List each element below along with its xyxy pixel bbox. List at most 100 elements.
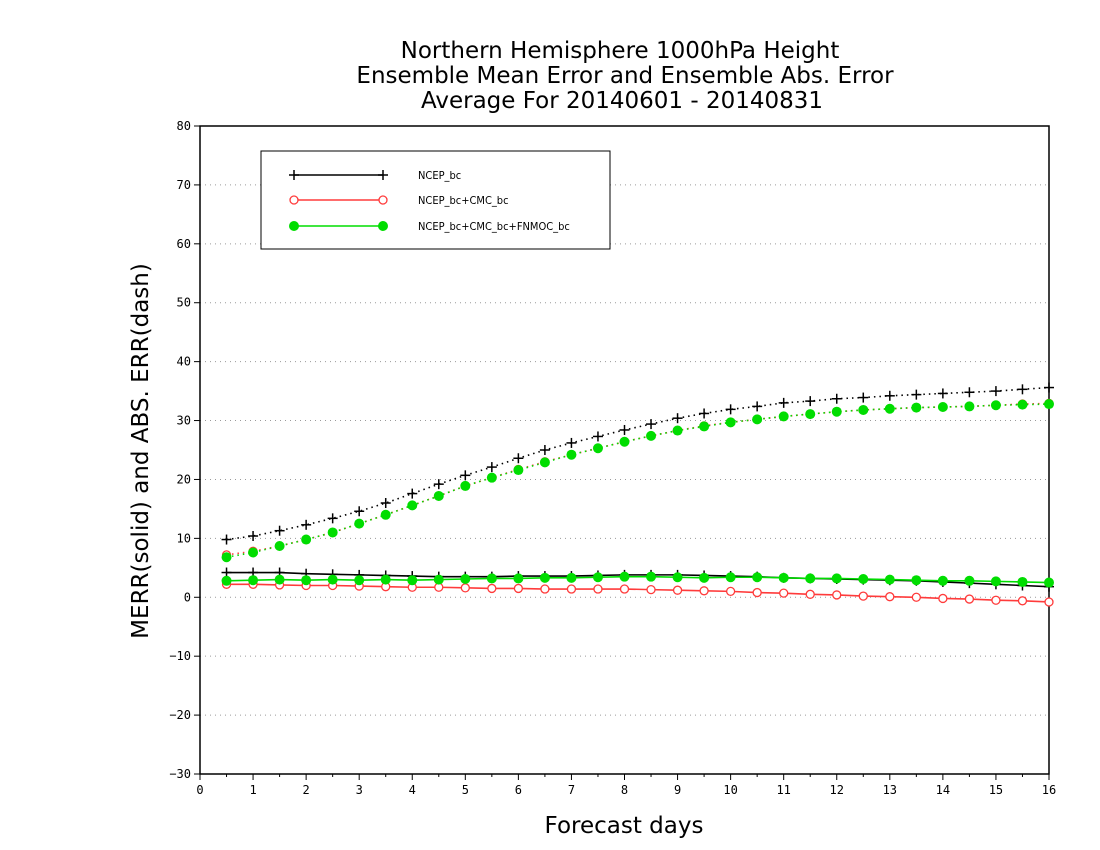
abs-err-point [672, 413, 683, 424]
merr-point [327, 574, 338, 585]
abs-err-point [805, 409, 816, 420]
merr-point [274, 574, 285, 585]
abs-err-point [407, 500, 418, 511]
y-tick-label: 0 [184, 590, 191, 604]
abs-err-point [433, 479, 444, 490]
legend-item-1: NCEP_bc+CMC_bc [289, 194, 509, 207]
x-tick-label: 9 [674, 783, 681, 797]
merr-point [805, 589, 815, 599]
abs-err-point [354, 518, 365, 529]
merr-point [884, 574, 895, 585]
abs-err-point [911, 389, 922, 400]
title-line-3: Average For 20140601 - 20140831 [421, 88, 823, 114]
abs-err-point [274, 525, 285, 536]
x-tick-label: 6 [515, 783, 522, 797]
legend-marker [378, 170, 388, 180]
abs-err-point [301, 534, 312, 545]
abs-err-point [699, 421, 710, 432]
merr-point [486, 573, 497, 584]
legend-item-0: NCEP_bc [289, 169, 461, 182]
series-0 [221, 382, 1054, 592]
x-tick-label: 7 [568, 783, 575, 797]
merr-point [248, 575, 259, 586]
merr-point [221, 575, 232, 586]
merr-point [593, 584, 603, 594]
x-tick-label: 13 [883, 783, 897, 797]
x-tick-label: 5 [462, 783, 469, 797]
abs-err-point [672, 425, 683, 436]
legend-marker [378, 221, 388, 231]
abs-err-point [407, 488, 418, 499]
merr-point [699, 572, 710, 583]
y-tick-label: −30 [169, 767, 191, 781]
x-tick-label: 4 [409, 783, 416, 797]
legend-marker [289, 170, 299, 180]
abs-err-point [884, 390, 895, 401]
merr-point [990, 576, 1001, 587]
merr-point [354, 575, 365, 586]
y-tick-label: 60 [177, 237, 191, 251]
x-tick-label: 8 [621, 783, 628, 797]
merr-point [460, 583, 470, 593]
merr-point [779, 588, 789, 598]
merr-point [487, 583, 497, 594]
abs-err-point [725, 417, 736, 428]
merr-point [805, 573, 816, 584]
abs-err-point [354, 506, 365, 517]
merr-point [858, 574, 869, 585]
legend-item-2: NCEP_bc+CMC_bc+FNMOC_bc [289, 220, 570, 233]
merr-point [937, 575, 948, 586]
x-tick-label: 1 [249, 783, 256, 797]
abs-err-point [1017, 399, 1028, 410]
abs-err-point [539, 457, 550, 468]
y-tick-label: 20 [177, 472, 191, 486]
merr-point [1017, 596, 1028, 606]
abs-err-point [646, 419, 657, 430]
abs-err-line [226, 403, 1050, 559]
abs-err-point [619, 424, 630, 435]
merr-point [911, 575, 922, 586]
merr-point [858, 591, 868, 601]
x-axis-label: Forecast days [545, 813, 704, 839]
abs-err-point [433, 490, 444, 501]
abs-err-point [937, 388, 948, 399]
x-tick-label: 2 [303, 783, 310, 797]
abs-err-point [274, 541, 285, 552]
abs-err-point [1044, 399, 1054, 410]
abs-err-point [990, 400, 1001, 411]
abs-err-point [699, 408, 710, 419]
abs-err-point [460, 480, 471, 491]
abs-err-point [380, 498, 391, 509]
merr-point [672, 585, 683, 595]
merr-point [672, 572, 683, 583]
abs-err-point [1044, 382, 1054, 393]
y-tick-label: −20 [169, 708, 191, 722]
series-layer [221, 382, 1054, 607]
legend-marker [378, 195, 388, 205]
merr-point [513, 573, 524, 584]
abs-err-point [221, 534, 232, 545]
y-tick-label: 70 [177, 178, 191, 192]
abs-err-point [592, 443, 603, 454]
abs-err-point [221, 552, 232, 563]
chart-title: Northern Hemisphere 1000hPa Height Ensem… [356, 38, 894, 114]
x-tick-label: 11 [776, 783, 790, 797]
abs-err-point [327, 513, 338, 524]
x-tick-label: 15 [989, 783, 1003, 797]
merr-point [301, 575, 312, 586]
merr-point [752, 587, 762, 598]
y-tick-label: 50 [177, 296, 191, 310]
abs-err-point [301, 519, 312, 530]
abs-err-point [752, 401, 763, 412]
abs-err-line [226, 386, 1050, 541]
merr-point [964, 575, 975, 586]
merr-point [646, 571, 657, 582]
merr-point [778, 572, 789, 583]
legend-label: NCEP_bc [418, 169, 461, 182]
abs-err-point [1017, 384, 1028, 395]
abs-err-point [566, 437, 577, 448]
legend-marker [289, 195, 299, 205]
merr-point [619, 571, 630, 582]
merr-point [1017, 576, 1028, 587]
abs-err-point [858, 404, 869, 415]
